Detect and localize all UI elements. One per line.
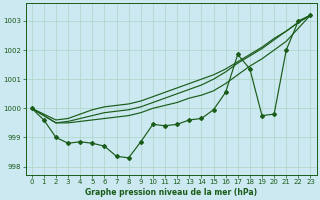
- X-axis label: Graphe pression niveau de la mer (hPa): Graphe pression niveau de la mer (hPa): [85, 188, 257, 197]
